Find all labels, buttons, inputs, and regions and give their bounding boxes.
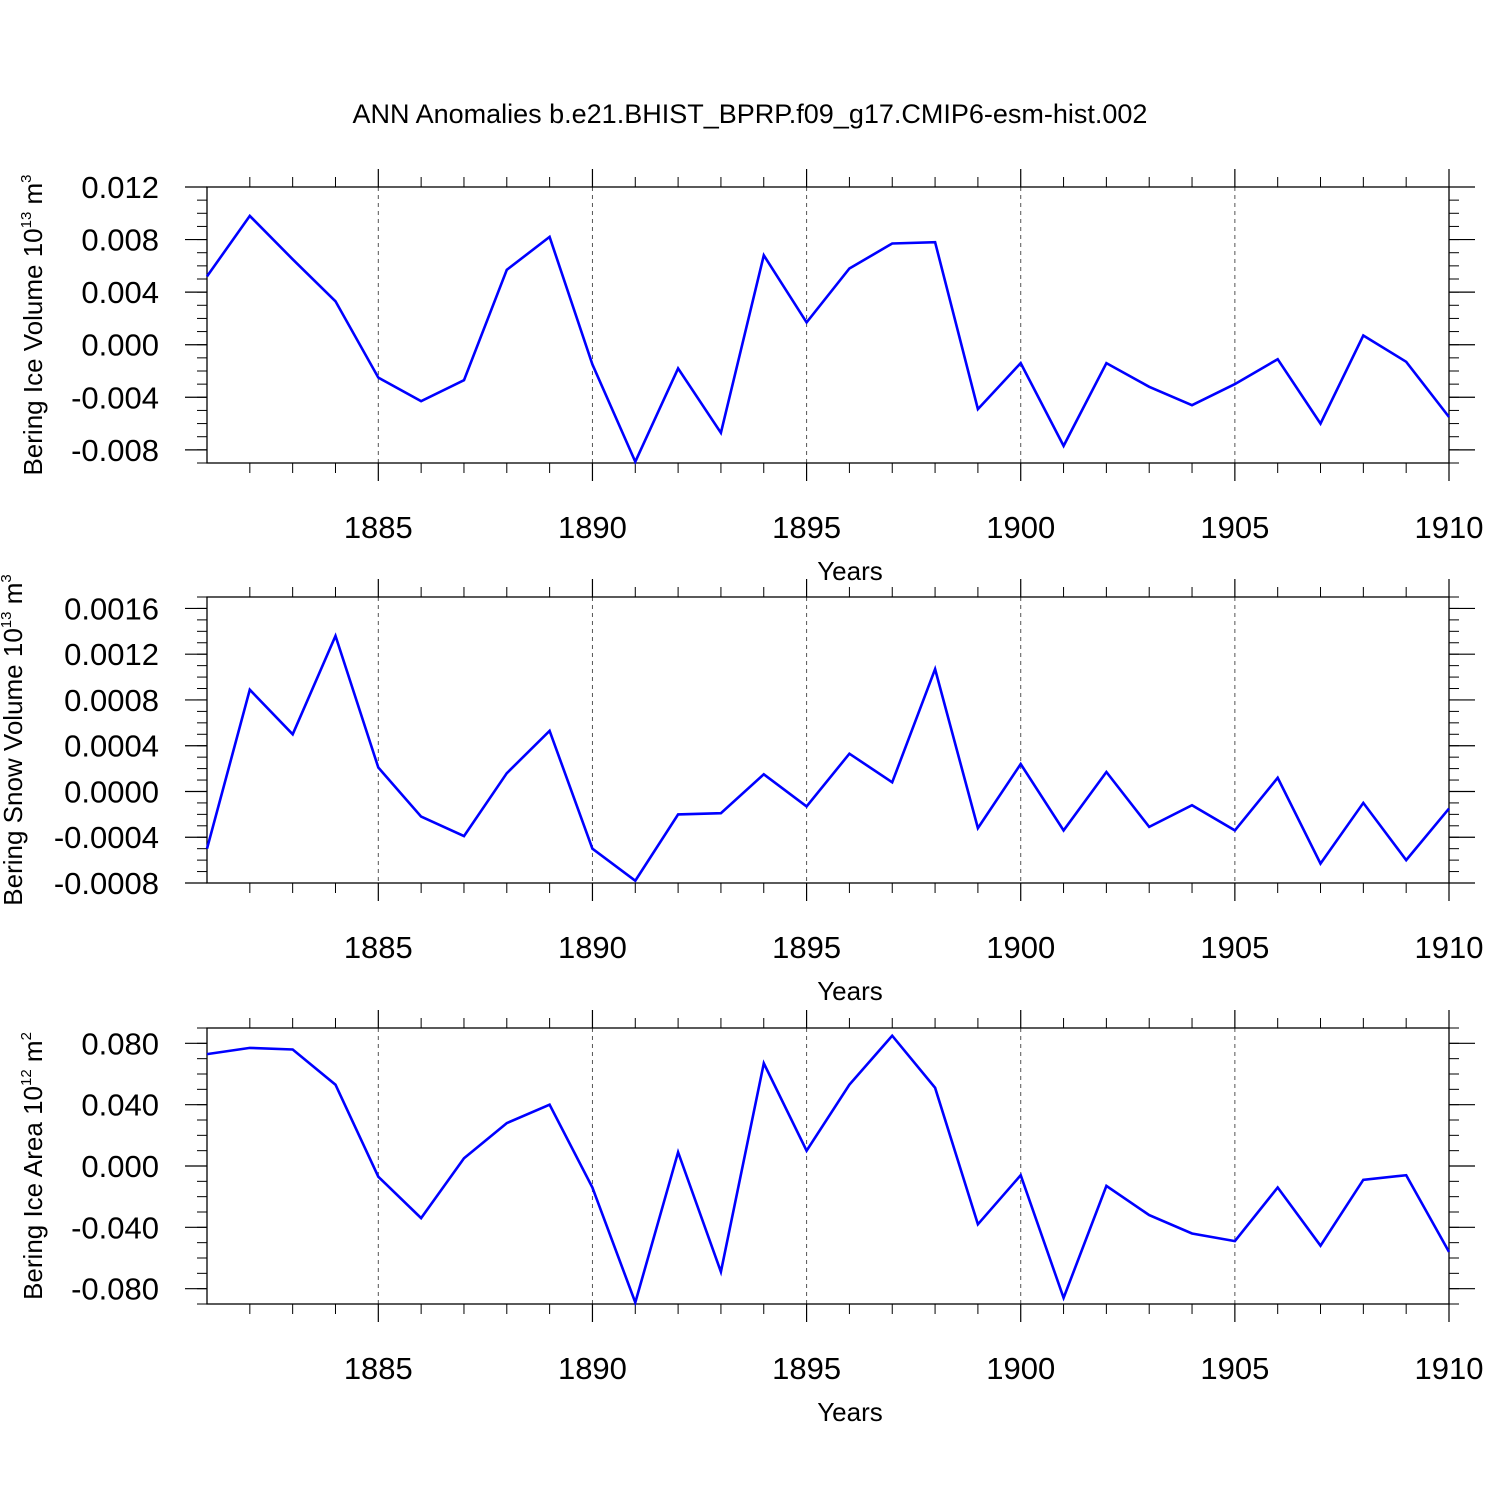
x-tick-label: 1885 bbox=[344, 1351, 413, 1386]
y-axis-label-exponent: 13 bbox=[18, 212, 35, 229]
y-tick-label: -0.008 bbox=[71, 433, 159, 468]
series-line bbox=[206, 1033, 1451, 1307]
x-tick-label: 1910 bbox=[1415, 510, 1484, 545]
y-tick-label: 0.080 bbox=[81, 1026, 159, 1061]
y-axis-label-unit-exponent: 2 bbox=[18, 1032, 35, 1040]
y-axis-label-unit: m bbox=[18, 183, 48, 212]
y-axis-label-exponent: 13 bbox=[0, 612, 15, 629]
y-axis-label: Bering Snow Volume 1013 m3 bbox=[0, 574, 28, 905]
x-tick-label: 1910 bbox=[1415, 930, 1484, 965]
y-axis-label: Bering Ice Area 1012 m2 bbox=[18, 1032, 48, 1300]
figure-title: ANN Anomalies b.e21.BHIST_BPRP.f09_g17.C… bbox=[353, 99, 1148, 129]
y-axis-label-unit-exponent: 3 bbox=[18, 174, 35, 182]
y-tick-label: -0.080 bbox=[71, 1272, 159, 1307]
series-line bbox=[205, 213, 1451, 465]
y-tick-label: 0.040 bbox=[81, 1088, 159, 1123]
y-tick-label: 0.000 bbox=[81, 1149, 159, 1184]
y-axis-label-unit-exponent: 3 bbox=[0, 574, 15, 582]
y-tick-label: 0.012 bbox=[81, 170, 159, 205]
x-tick-label: 1895 bbox=[772, 510, 841, 545]
x-tick-label: 1905 bbox=[1200, 1351, 1269, 1386]
y-axis-label: Bering Ice Volume 1013 m3 bbox=[18, 174, 48, 475]
y-tick-label: -0.040 bbox=[71, 1210, 159, 1245]
x-tick-label: 1890 bbox=[558, 930, 627, 965]
series-line bbox=[205, 632, 1450, 883]
x-tick-label: 1895 bbox=[772, 1351, 841, 1386]
y-tick-label: 0.008 bbox=[81, 223, 159, 258]
x-tick-label: 1905 bbox=[1200, 930, 1269, 965]
y-tick-label: 0.0000 bbox=[64, 774, 159, 809]
y-tick-label: 0.0008 bbox=[64, 683, 159, 718]
y-axis-label-unit: m bbox=[0, 583, 28, 612]
x-axis-label: Years bbox=[817, 976, 883, 1006]
chart-panel-3: 1885 1890 1895 1900 1905 1910 0.080 0.040 0.000 -… bbox=[18, 1010, 1483, 1427]
y-axis-label-text: Bering Ice Volume 10 bbox=[18, 228, 48, 475]
x-tick-label: 1900 bbox=[986, 1351, 1055, 1386]
x-tick-label: 1890 bbox=[558, 1351, 627, 1386]
y-tick-label: -0.0008 bbox=[54, 866, 159, 901]
plot-frame bbox=[206, 186, 1450, 464]
y-tick-label: -0.004 bbox=[71, 380, 159, 415]
y-tick-label: 0.0016 bbox=[64, 591, 159, 626]
y-axis-label-text: Bering Snow Volume 10 bbox=[0, 628, 28, 906]
chart-panel-1: 1885 1890 1895 1900 1905 1910 0.012 0.008 0.004 0… bbox=[18, 169, 1483, 586]
y-axis-label-exponent: 12 bbox=[18, 1069, 35, 1086]
x-tick-label: 1885 bbox=[344, 930, 413, 965]
x-tick-label: 1885 bbox=[344, 510, 413, 545]
chart-panel-2: 1885 1890 1895 1900 1905 1910 0.0016 0.0012 0.00… bbox=[0, 574, 1483, 1006]
x-tick-label: 1895 bbox=[772, 930, 841, 965]
x-tick-label: 1890 bbox=[558, 510, 627, 545]
y-axis-label-text: Bering Ice Area 10 bbox=[18, 1086, 48, 1300]
x-axis-label: Years bbox=[817, 1397, 883, 1427]
x-tick-label: 1905 bbox=[1200, 510, 1269, 545]
y-tick-label: 0.0004 bbox=[64, 729, 159, 764]
x-tick-label: 1900 bbox=[986, 930, 1055, 965]
plot-frame bbox=[206, 1027, 1450, 1305]
y-axis-label-unit: m bbox=[18, 1040, 48, 1069]
x-axis-label: Years bbox=[817, 556, 883, 586]
y-tick-label: -0.0004 bbox=[54, 820, 159, 855]
x-tick-label: 1910 bbox=[1415, 1351, 1484, 1386]
x-tick-label: 1900 bbox=[986, 510, 1055, 545]
y-tick-label: 0.000 bbox=[81, 328, 159, 363]
y-tick-label: 0.004 bbox=[81, 275, 159, 310]
y-tick-label: 0.0012 bbox=[64, 637, 159, 672]
plot-frame bbox=[206, 596, 1450, 884]
